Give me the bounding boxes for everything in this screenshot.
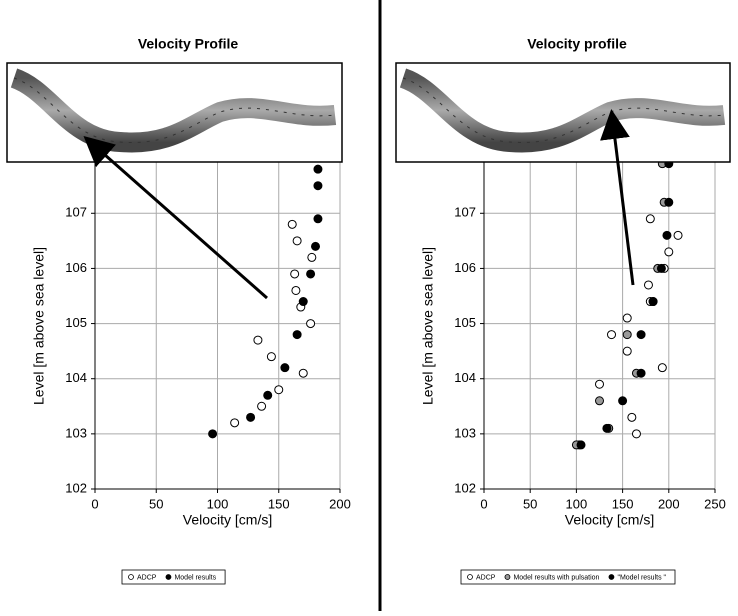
data-point (275, 386, 283, 394)
data-point (293, 237, 301, 245)
x-axis-label: Velocity [cm/s] (565, 512, 654, 528)
data-point (663, 231, 671, 239)
data-point (632, 430, 640, 438)
y-tick-label: 102 (454, 480, 476, 495)
legend-label: Model results (174, 574, 216, 581)
y-tick-label: 104 (65, 370, 87, 385)
data-point (291, 270, 299, 278)
y-tick-label: 106 (454, 260, 476, 275)
x-axis-label: Velocity [cm/s] (183, 512, 272, 528)
data-point (307, 320, 315, 328)
data-point (644, 281, 652, 289)
data-point (596, 380, 604, 388)
data-point (608, 331, 616, 339)
data-point (623, 314, 631, 322)
x-tick-label: 100 (566, 496, 588, 511)
figure: 0 50 100 150 200 102 103 104 105 106 107 Velocity P… (0, 0, 738, 611)
y-tick-label: 103 (65, 425, 87, 440)
legend-label: "Model results " (617, 574, 666, 581)
y-tick-label: 107 (65, 205, 87, 220)
data-point (288, 220, 296, 228)
data-point (299, 369, 307, 377)
y-tick-label: 104 (454, 370, 476, 385)
data-point (247, 413, 255, 421)
legend-label: Model results with pulsation (513, 574, 599, 581)
x-tick-label: 0 (91, 496, 98, 511)
inset-right (396, 63, 730, 162)
x-tick-label: 250 (704, 496, 726, 511)
chart-title: Velocity profile (527, 36, 627, 52)
data-point (665, 198, 673, 206)
x-tick-label: 200 (658, 496, 680, 511)
y-axis-label: Level [m above sea level] (31, 247, 47, 405)
data-point (258, 402, 266, 410)
legend-marker (468, 575, 473, 580)
x-tick-label: 200 (329, 496, 351, 511)
inset-left (7, 63, 342, 162)
y-tick-label: 105 (65, 315, 87, 330)
y-tick-label: 107 (454, 205, 476, 220)
data-point (646, 215, 654, 223)
data-point (623, 331, 631, 339)
data-point (209, 430, 217, 438)
y-axis-label: Level [m above sea level] (420, 247, 436, 405)
legend-marker (129, 575, 134, 580)
legend: ADCP Model results (122, 570, 225, 584)
y-tick-label: 102 (65, 480, 87, 495)
data-point (649, 298, 657, 306)
data-point (312, 242, 320, 250)
legend-label: ADCP (476, 574, 496, 581)
y-tick-label: 105 (454, 315, 476, 330)
data-point (628, 413, 636, 421)
data-point (619, 397, 627, 405)
data-point (596, 397, 604, 405)
data-point (264, 391, 272, 399)
x-tick-label: 50 (149, 496, 163, 511)
legend-label: ADCP (137, 574, 157, 581)
data-point (657, 264, 665, 272)
data-point (292, 286, 300, 294)
chart-title: Velocity Profile (138, 36, 239, 52)
legend-marker (166, 575, 171, 580)
data-point (308, 253, 316, 261)
x-tick-label: 150 (612, 496, 634, 511)
x-tick-label: 150 (268, 496, 290, 511)
data-point (623, 347, 631, 355)
data-point (231, 419, 239, 427)
y-tick-label: 103 (454, 425, 476, 440)
legend: ADCP Model results with pulsation "Model r… (461, 570, 675, 584)
data-point (637, 331, 645, 339)
data-point (254, 336, 262, 344)
legend-marker (609, 575, 614, 580)
data-point (665, 248, 673, 256)
x-tick-label: 0 (480, 496, 487, 511)
data-point (658, 364, 666, 372)
data-point (314, 182, 322, 190)
data-point (293, 331, 301, 339)
data-point (577, 441, 585, 449)
data-point (603, 424, 611, 432)
data-point (314, 215, 322, 223)
x-tick-label: 50 (523, 496, 537, 511)
data-point (674, 231, 682, 239)
data-point (307, 270, 315, 278)
data-point (637, 369, 645, 377)
data-point (281, 364, 289, 372)
data-point (299, 298, 307, 306)
y-tick-label: 106 (65, 260, 87, 275)
x-tick-label: 100 (207, 496, 229, 511)
legend-marker (505, 575, 510, 580)
data-point (267, 353, 275, 361)
data-point (314, 165, 322, 173)
